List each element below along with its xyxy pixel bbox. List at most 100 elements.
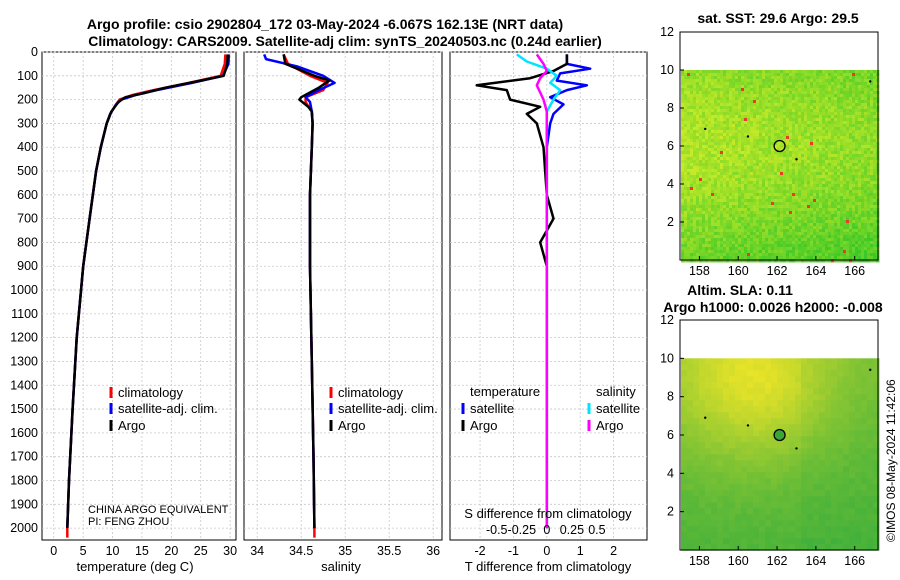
map-cell — [843, 256, 847, 260]
map-cell — [741, 418, 748, 425]
map-cell — [696, 73, 700, 77]
map-cell — [801, 124, 805, 128]
map-cell — [735, 97, 739, 101]
map-cell — [771, 163, 775, 167]
map-cell — [846, 139, 850, 143]
map-cell — [870, 100, 874, 104]
map-cell — [840, 214, 844, 218]
map-cell — [795, 364, 802, 371]
map-cell — [699, 256, 703, 260]
map-cell — [759, 94, 763, 98]
map-cell — [786, 115, 790, 119]
map-cell — [726, 214, 730, 218]
map-cell — [708, 115, 712, 119]
map-cell — [759, 238, 763, 242]
map-cell — [771, 178, 775, 182]
map-cell — [720, 205, 724, 209]
map-cell — [801, 115, 805, 119]
map-cell — [858, 136, 862, 140]
map-cell — [843, 406, 850, 413]
map-cell — [762, 94, 766, 98]
map-cell — [705, 109, 709, 113]
map-cell — [783, 364, 790, 371]
map-cell — [765, 250, 769, 254]
map-cell — [792, 211, 796, 215]
map-cell — [720, 178, 724, 182]
map-cell — [768, 82, 772, 86]
map-cell — [741, 166, 745, 170]
map-cell — [870, 199, 874, 203]
map-cell — [858, 238, 862, 242]
map-cell — [816, 130, 820, 134]
map-cell — [741, 442, 748, 449]
map-cell — [756, 79, 760, 83]
map-cell — [783, 220, 787, 224]
map-cell — [753, 142, 757, 146]
map-cell — [810, 76, 814, 80]
map-cell — [699, 178, 703, 182]
map-cell — [825, 388, 832, 395]
map-cell — [837, 154, 841, 158]
map-cell — [801, 214, 805, 218]
map-cell — [810, 226, 814, 230]
map-cell — [801, 184, 805, 188]
map-cell — [873, 388, 880, 395]
map-cell — [777, 235, 781, 239]
map-cell — [690, 184, 694, 188]
map-cell — [831, 136, 835, 140]
map-cell — [777, 145, 781, 149]
map-cell — [852, 211, 856, 215]
map-cell — [711, 424, 718, 431]
map-cell — [840, 142, 844, 146]
map-cell — [720, 139, 724, 143]
map-cell — [873, 169, 877, 173]
map-cell — [717, 190, 721, 194]
map-cell — [804, 199, 808, 203]
map-cell — [864, 82, 868, 86]
map-cell — [867, 424, 874, 431]
map-cell — [696, 118, 700, 122]
map-cell — [684, 94, 688, 98]
map-cell — [684, 244, 688, 248]
map-cell — [696, 130, 700, 134]
map-cell — [849, 388, 856, 395]
map-cell — [843, 259, 847, 263]
map-cell — [735, 217, 739, 221]
map-cell — [801, 79, 805, 83]
map-cell — [813, 400, 820, 407]
map-cell — [783, 76, 787, 80]
map-cell — [765, 454, 772, 461]
map-cell — [711, 205, 715, 209]
map-cell — [780, 94, 784, 98]
map-cell — [783, 88, 787, 92]
map-cell — [702, 70, 706, 74]
map-cell — [726, 76, 730, 80]
map-cell — [696, 148, 700, 152]
map-cell — [735, 370, 742, 377]
map-cell — [756, 127, 760, 131]
map-cell — [750, 160, 754, 164]
map-cell — [798, 139, 802, 143]
map-cell — [831, 106, 835, 110]
map-cell — [771, 400, 778, 407]
map-cell — [744, 142, 748, 146]
map-cell — [795, 70, 799, 74]
map-cell — [816, 73, 820, 77]
map-cell — [696, 151, 700, 155]
map-cell — [705, 214, 709, 218]
legend-s-satellite-label: satellite — [596, 401, 640, 416]
map-cell — [855, 370, 862, 377]
map-cell — [786, 118, 790, 122]
map-cell — [723, 244, 727, 248]
map-cell — [792, 145, 796, 149]
map-cell — [849, 238, 853, 242]
map-cell — [762, 115, 766, 119]
map-cell — [771, 157, 775, 161]
map-cell — [852, 157, 856, 161]
map-cell — [804, 256, 808, 260]
map-cell — [711, 70, 715, 74]
map-cell — [873, 232, 877, 236]
map-cell — [819, 448, 826, 455]
map-cell — [750, 133, 754, 137]
map-cell — [861, 211, 865, 215]
